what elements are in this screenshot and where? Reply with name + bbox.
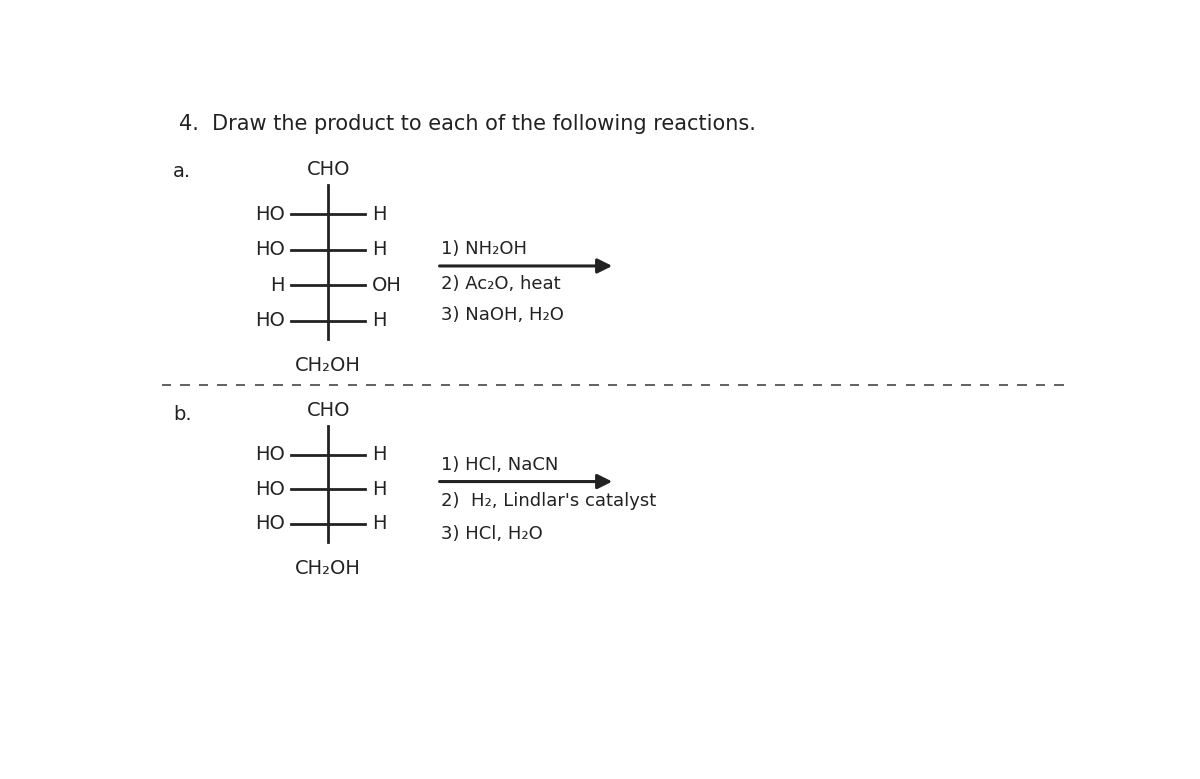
Text: H: H bbox=[372, 514, 386, 534]
Text: CHO: CHO bbox=[306, 160, 350, 179]
Text: 1) HCl, NaCN: 1) HCl, NaCN bbox=[440, 456, 558, 474]
Text: 2) Ac₂O, heat: 2) Ac₂O, heat bbox=[440, 275, 560, 293]
Text: HO: HO bbox=[254, 480, 284, 499]
Text: a.: a. bbox=[173, 162, 191, 181]
Text: b.: b. bbox=[173, 404, 192, 424]
Text: H: H bbox=[372, 480, 386, 499]
Text: CH₂OH: CH₂OH bbox=[295, 559, 361, 578]
Text: OH: OH bbox=[372, 276, 402, 294]
Text: CHO: CHO bbox=[306, 401, 350, 420]
Text: HO: HO bbox=[254, 514, 284, 534]
Text: 3) NaOH, H₂O: 3) NaOH, H₂O bbox=[440, 306, 564, 324]
Text: HO: HO bbox=[254, 240, 284, 259]
Text: H: H bbox=[372, 445, 386, 464]
Text: H: H bbox=[270, 276, 284, 294]
Text: HO: HO bbox=[254, 445, 284, 464]
Text: HO: HO bbox=[254, 311, 284, 330]
Text: 2)  H₂, Lindlar's catalyst: 2) H₂, Lindlar's catalyst bbox=[440, 492, 656, 510]
Text: 3) HCl, H₂O: 3) HCl, H₂O bbox=[440, 525, 542, 543]
Text: 4.  Draw the product to each of the following reactions.: 4. Draw the product to each of the follo… bbox=[180, 115, 756, 134]
Text: 1) NH₂OH: 1) NH₂OH bbox=[440, 240, 527, 259]
Text: H: H bbox=[372, 205, 386, 224]
Text: HO: HO bbox=[254, 205, 284, 224]
Text: CH₂OH: CH₂OH bbox=[295, 356, 361, 375]
Text: H: H bbox=[372, 311, 386, 330]
Text: H: H bbox=[372, 240, 386, 259]
